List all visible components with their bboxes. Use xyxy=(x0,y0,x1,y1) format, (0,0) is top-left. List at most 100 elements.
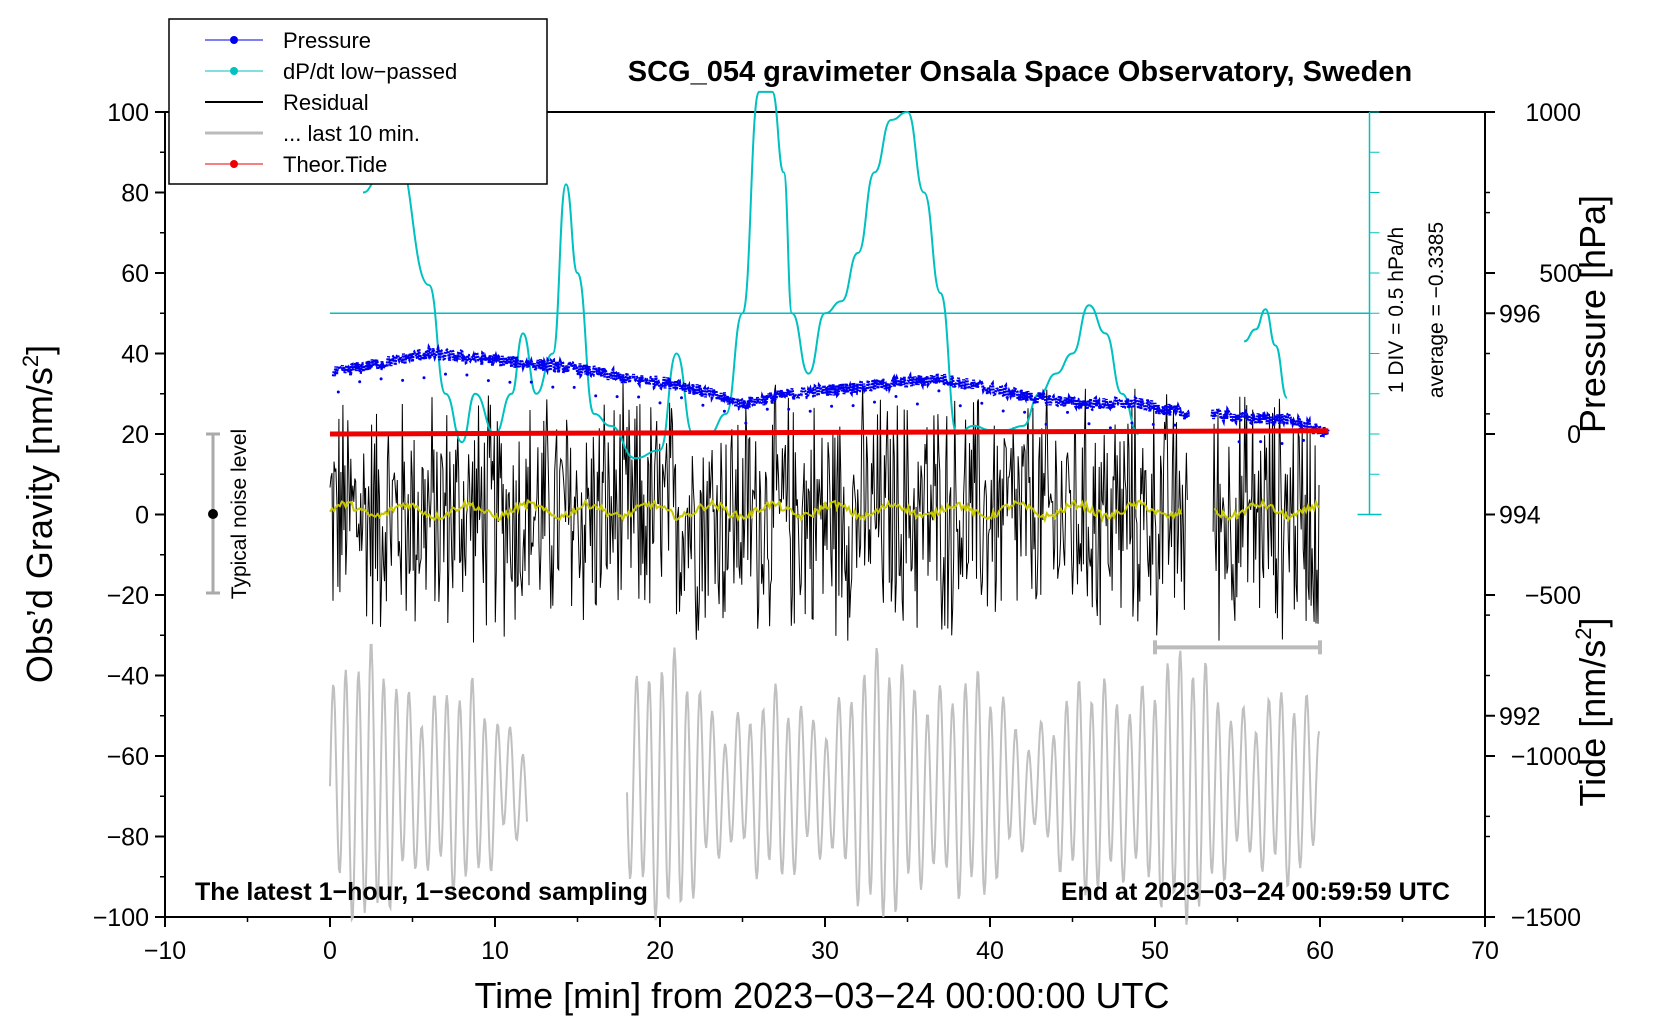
pressure-point xyxy=(637,395,641,399)
tide-tick-label: −1000 xyxy=(1511,743,1581,771)
pressure-point xyxy=(486,379,490,383)
pressure-tick-label: 996 xyxy=(1499,300,1541,328)
annotation-sampling: The latest 1−hour, 1−second sampling xyxy=(195,878,648,906)
pressure-point xyxy=(744,421,748,425)
pressure-point xyxy=(508,380,512,384)
noise-center-dot xyxy=(208,509,218,519)
tide-tick-label: −1500 xyxy=(1511,904,1581,932)
series-tide-line xyxy=(329,428,1329,437)
x-tick-label: 50 xyxy=(1141,937,1169,965)
y-tick-label: 100 xyxy=(107,99,149,127)
pressure-point xyxy=(787,407,791,411)
x-tick-label: 10 xyxy=(481,937,509,965)
pressure-point xyxy=(358,380,362,384)
pressure-point xyxy=(336,390,340,394)
x-tick-label: 30 xyxy=(811,937,839,965)
pressure-point xyxy=(830,404,834,408)
pressure-point xyxy=(422,376,426,380)
series-dpdt-line-segment xyxy=(1243,308,1288,399)
pressure-point xyxy=(1280,442,1284,445)
pressure-point xyxy=(572,385,576,389)
series-last10-line xyxy=(329,643,528,923)
x-tick-label: 0 xyxy=(323,937,337,965)
annotation-end-time: End at 2023−03−24 00:59:59 UTC xyxy=(1061,878,1450,906)
x-tick-label: 60 xyxy=(1306,937,1334,965)
pressure-point xyxy=(808,409,812,413)
pressure-point xyxy=(680,396,683,400)
pressure-point xyxy=(465,373,469,377)
pressure-point xyxy=(873,400,876,404)
pressure-point xyxy=(1259,440,1263,444)
pressure-point xyxy=(937,389,941,393)
x-axis-label: Time [min] from 2023−03−24 00:00:00 UTC xyxy=(474,975,1169,1016)
pressure-point xyxy=(444,372,447,376)
pressure-point xyxy=(1130,421,1134,425)
pressure-point xyxy=(958,404,962,408)
pressure-point xyxy=(658,401,662,405)
noise-level-indicator: Typical noise level xyxy=(206,429,251,599)
pressure-point xyxy=(1237,440,1241,444)
legend-marker-dpdt xyxy=(230,67,238,75)
pressure-point xyxy=(1023,410,1027,414)
y-tick-label: 60 xyxy=(121,260,149,288)
y-axis-label-tide-sup: 2 xyxy=(1571,628,1596,640)
chart-title: SCG_054 gravimeter Onsala Space Observat… xyxy=(628,56,1412,88)
tide-tick-label: 500 xyxy=(1539,260,1581,288)
tide-tick-label: −500 xyxy=(1525,582,1581,610)
y-tick-label: 0 xyxy=(135,502,149,530)
series-residual-line xyxy=(329,379,1320,643)
pressure-point xyxy=(379,377,383,381)
series-layer xyxy=(329,90,1382,925)
legend: Pressure dP/dt low−passed Residual ... l… xyxy=(168,18,548,185)
y-tick-label: −100 xyxy=(93,904,149,932)
pressure-point xyxy=(594,394,598,398)
legend-label-tide: Theor.Tide xyxy=(283,152,387,177)
pressure-point xyxy=(1151,422,1155,426)
y-tick-label: −40 xyxy=(107,663,149,691)
series-pressure-line xyxy=(331,343,1330,441)
legend-label-last10: ... last 10 min. xyxy=(283,121,420,146)
pressure-point xyxy=(1001,409,1005,413)
x-tick-label: 20 xyxy=(646,937,674,965)
pressure-tick-label: 994 xyxy=(1499,502,1541,530)
x-tick-label: −10 xyxy=(144,937,186,965)
pressure-point xyxy=(980,401,984,405)
x-tick-label: 40 xyxy=(976,937,1004,965)
y-tick-label: −20 xyxy=(107,582,149,610)
pressure-point xyxy=(1108,426,1112,430)
y-tick-label: 40 xyxy=(121,341,149,369)
pressure-point xyxy=(701,403,705,407)
y-axis-label-tide-close: ] xyxy=(1572,618,1613,628)
pressure-point xyxy=(915,402,919,406)
y-tick-label: 80 xyxy=(121,180,149,208)
y-axis-label-left: Obs’d Gravity [nm/s2] xyxy=(18,345,60,683)
pressure-point xyxy=(529,380,533,384)
noise-label: Typical noise level xyxy=(228,429,251,599)
legend-marker-tide xyxy=(230,160,238,168)
pressure-point xyxy=(1066,410,1069,414)
pressure-point xyxy=(894,395,898,398)
legend-label-dpdt: dP/dt low−passed xyxy=(283,59,457,84)
pressure-point xyxy=(851,404,855,408)
y-axis-label-left-sup: 2 xyxy=(18,355,43,367)
series-last10-line xyxy=(626,647,1320,925)
pressure-point xyxy=(615,395,619,399)
pressure-point xyxy=(401,378,405,382)
series-residual-smoothed-line xyxy=(329,498,1321,524)
pressure-point xyxy=(722,409,726,413)
pressure-point xyxy=(1087,422,1091,426)
legend-label-residual: Residual xyxy=(283,90,369,115)
tide-tick-label: 0 xyxy=(1567,421,1581,449)
y-axis-label-pressure: Pressure [hPa] xyxy=(1572,195,1613,433)
y-axis-label-left-main: Obs’d Gravity [nm/s xyxy=(19,367,60,683)
y-axis-label-tide: Tide [nm/s2] xyxy=(1571,618,1613,807)
legend-label-pressure: Pressure xyxy=(283,28,371,53)
legend-box xyxy=(168,18,548,185)
pressure-point xyxy=(1173,423,1177,427)
pressure-point xyxy=(1044,422,1048,426)
y-tick-label: 20 xyxy=(121,421,149,449)
pressure-point xyxy=(765,407,769,411)
y-axis-label-left-close: ] xyxy=(19,345,60,355)
dpdt-scale-label: 1 DIV = 0.5 hPa/h xyxy=(1385,227,1408,393)
